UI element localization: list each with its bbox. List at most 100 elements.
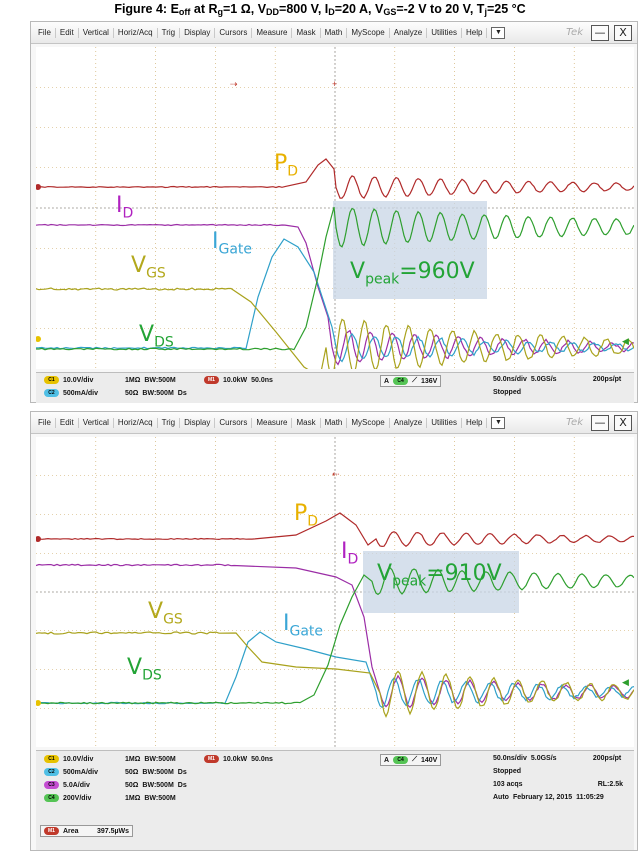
trigger-slope-icon: ⟋ [412,756,417,764]
math-scale: 10.0kW [223,756,247,763]
center-marker: + [332,79,337,89]
menu-math[interactable]: Math [321,418,348,428]
trigger-level-arrow[interactable]: ◀ [622,336,629,346]
minimize-button[interactable]: — [591,25,609,41]
menu-myscope[interactable]: MyScope [347,418,389,428]
measurement-badge: M1 [44,827,59,835]
waveform-display[interactable]: ⇠ ◀ PD ID IGate VGS VDS Vpeak=910V [36,437,634,747]
menu-mask[interactable]: Mask [292,418,320,428]
menu-trig[interactable]: Trig [158,418,180,428]
minimize-button[interactable]: — [591,415,609,431]
ch4-impedance: 1MΩ [125,795,140,802]
menu-display[interactable]: Display [180,418,215,428]
menu-display[interactable]: Display [180,28,215,38]
run-state: Stopped [493,768,521,775]
ch3-settings[interactable]: C3 5.0A/div 50Ω BW:500M Ds [44,781,187,789]
menu-cursors[interactable]: Cursors [215,28,252,38]
menu-utilities[interactable]: Utilities [427,28,462,38]
ch4-settings[interactable]: C4 200V/div 1MΩ BW:500M [44,794,176,802]
menu-edit[interactable]: Edit [56,418,79,428]
menu-cursors[interactable]: Cursors [215,418,252,428]
ch3-deskew: Ds [178,782,187,789]
ch1-badge[interactable]: C1 [44,376,59,384]
ch1-bandwidth: BW:500M [144,377,175,384]
label-vds: VDS [139,322,174,350]
ch4-scale: 200V/div [63,795,121,802]
math-badge[interactable]: M1 [204,376,219,384]
label-vpeak: Vpeak=960V [350,259,475,287]
trigger-source-badge: C4 [393,756,408,764]
menu-file[interactable]: File [34,418,56,428]
sample-rate: 5.0GS/s [531,376,589,383]
menu-mask[interactable]: Mask [292,28,320,38]
ch-m1-ground-marker[interactable] [36,536,41,542]
menu-help[interactable]: Help [462,28,487,38]
ch2-deskew: Ds [178,390,187,397]
menu-utilities[interactable]: Utilities [427,418,462,428]
ch2-settings[interactable]: C2 500mA/div 50Ω BW:500M Ds [44,389,187,397]
ch1-settings[interactable]: C1 10.0V/div 1MΩ BW:500M [44,376,176,384]
ch2-badge[interactable]: C2 [44,768,59,776]
math-settings[interactable]: M1 10.0kW 50.0ns [204,755,273,763]
ch1-scale: 10.0V/div [63,377,121,384]
menu-dropdown-button[interactable]: ▼ [491,27,505,39]
measurement-label: Area [63,828,93,835]
menu-help[interactable]: Help [462,418,487,428]
label-vgs: VGS [131,253,166,281]
trigger-settings[interactable]: A C4 ⟋ 136V [380,375,441,387]
ch1-settings[interactable]: C1 10.0V/div 1MΩ BW:500M [44,755,176,763]
timebase: 50.0ns/div [493,755,527,762]
trigger-settings[interactable]: A C4 ⟋ 140V [380,754,441,766]
close-button[interactable]: X [614,415,632,431]
menu-horiz-acq[interactable]: Horiz/Acq [114,418,158,428]
label-igate: IGate [212,229,252,257]
label-vpeak: Vpeak=910V [377,561,502,589]
menu-vertical[interactable]: Vertical [79,28,114,38]
ch2-scale: 500mA/div [63,769,121,776]
horizontal-settings[interactable]: 50.0ns/div 5.0GS/s 200ps/pt [493,755,621,762]
horizontal-settings[interactable]: 50.0ns/div 5.0GS/s 200ps/pt [493,376,621,383]
acquisition-count: 103 acqs [493,781,523,788]
label-vds: VDS [127,655,162,683]
menu-bar: File Edit Vertical Horiz/Acq Trig Displa… [31,22,637,44]
menu-measure[interactable]: Measure [252,28,292,38]
trigger-slope-icon: ⟋ [412,377,417,385]
menu-myscope[interactable]: MyScope [347,28,389,38]
menu-edit[interactable]: Edit [56,28,79,38]
menu-dropdown-button[interactable]: ▼ [491,417,505,429]
trigger-level: 140V [421,757,437,764]
menu-analyze[interactable]: Analyze [390,418,427,428]
ch4-badge[interactable]: C4 [44,794,59,802]
menu-vertical[interactable]: Vertical [79,418,114,428]
label-id: ID [116,193,133,221]
label-pd: PD [294,501,318,529]
ch2-settings[interactable]: C2 500mA/div 50Ω BW:500M Ds [44,768,187,776]
figure-title: Figure 4: Eoff at Rg=1 Ω, VDD=800 V, ID=… [0,2,640,17]
trigger-position-marker: ⇢ [230,79,238,89]
menu-math[interactable]: Math [321,28,348,38]
trigger-level: 136V [421,378,437,385]
measurement-area[interactable]: M1 Area 397.5µWs [40,825,133,837]
menu-file[interactable]: File [34,28,56,38]
math-settings[interactable]: M1 10.0kW 50.0ns [204,376,273,384]
ch1-ground-marker[interactable] [36,700,41,706]
ch1-scale: 10.0V/div [63,756,121,763]
status-panel: C1 10.0V/div 1MΩ BW:500M C2 500mA/div 50… [36,750,634,850]
close-button[interactable]: X [614,25,632,41]
menu-bar: File Edit Vertical Horiz/Acq Trig Displa… [31,412,637,434]
waveform-display[interactable]: ⇢ + ◀ PD ID IGate VGS VDS Vpeak=960V [36,47,634,369]
ch3-badge[interactable]: C3 [44,781,59,789]
menu-horiz-acq[interactable]: Horiz/Acq [114,28,158,38]
ch2-impedance: 50Ω [125,390,138,397]
math-time: 50.0ns [251,377,273,384]
menu-analyze[interactable]: Analyze [390,28,427,38]
label-id: ID [341,539,358,567]
ch1-ground-marker[interactable] [36,336,41,342]
trigger-level-arrow[interactable]: ◀ [622,677,629,687]
ch1-badge[interactable]: C1 [44,755,59,763]
ch2-badge[interactable]: C2 [44,389,59,397]
menu-measure[interactable]: Measure [252,418,292,428]
math-badge[interactable]: M1 [204,755,219,763]
menu-trig[interactable]: Trig [158,28,180,38]
ch-m1-ground-marker[interactable] [36,184,41,190]
